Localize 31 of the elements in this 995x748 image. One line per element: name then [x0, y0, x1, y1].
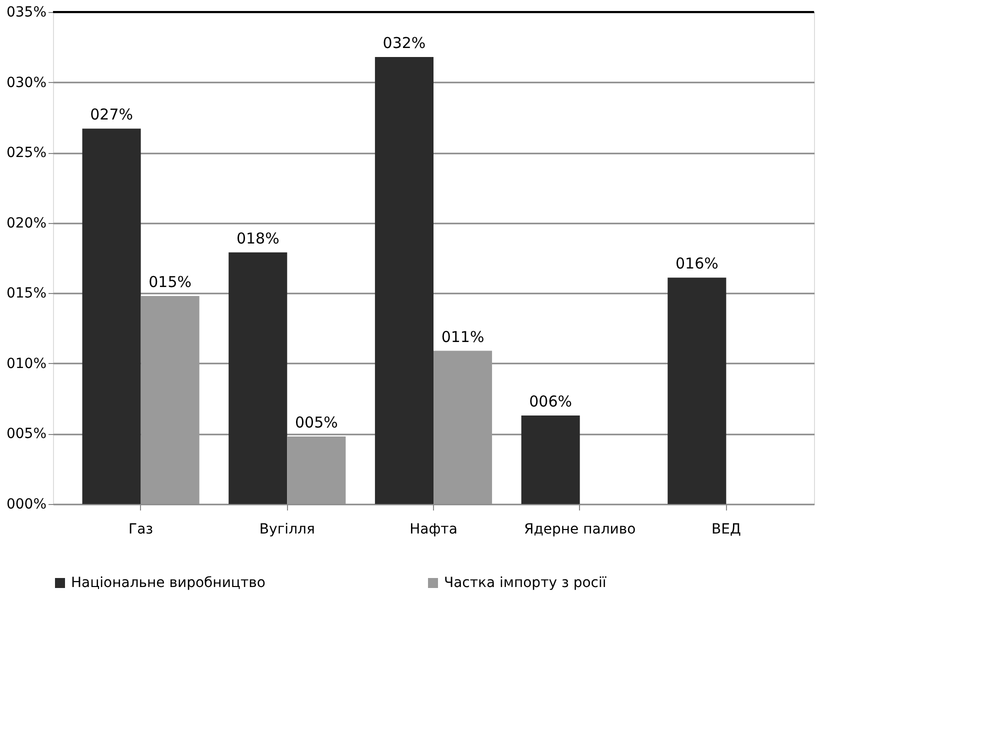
y-tick-label: 025%	[6, 145, 46, 162]
bar	[287, 436, 346, 504]
bar	[228, 252, 288, 504]
bar	[521, 415, 580, 504]
bar	[140, 296, 200, 504]
y-tick-label: 015%	[6, 286, 46, 302]
y-tick-label: 000%	[6, 496, 46, 512]
bar	[668, 278, 726, 504]
bar	[374, 56, 434, 504]
x-tick-label: Вугілля	[259, 522, 315, 538]
y-tick-label: 005%	[6, 426, 46, 442]
y-tick-label: 020%	[6, 215, 46, 232]
data-label: 018%	[236, 229, 280, 248]
data-label: 027%	[90, 106, 133, 124]
y-tick-label: 035%	[6, 4, 46, 20]
data-label: 005%	[294, 414, 338, 432]
x-tick-label: Ядерне паливо	[524, 522, 636, 538]
y-tick-label: 010%	[6, 356, 46, 372]
x-tick-label: Газ	[128, 522, 154, 538]
bar	[82, 128, 141, 504]
bar	[434, 350, 492, 504]
data-label: 011%	[441, 328, 484, 346]
x-tick-label: Нафта	[410, 522, 458, 538]
data-label: 015%	[148, 272, 192, 291]
legend-label: Частка імпорту з росії	[444, 575, 606, 591]
data-label: 016%	[675, 254, 718, 273]
data-label: 032%	[382, 34, 426, 52]
legend-label: Національне виробництво	[71, 575, 266, 591]
y-tick-label: 030%	[6, 74, 46, 91]
x-tick-label: ВЕД	[711, 522, 741, 538]
data-label: 006%	[529, 392, 572, 410]
